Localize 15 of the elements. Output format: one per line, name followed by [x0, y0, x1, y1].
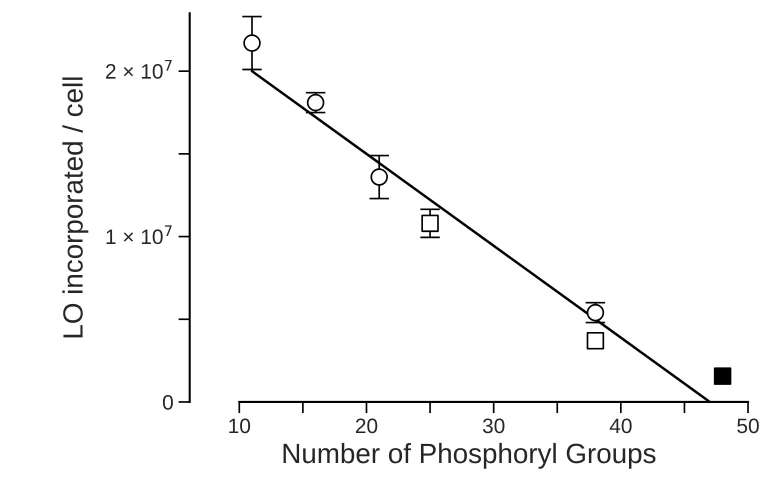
- y-tick-label: 0: [162, 394, 173, 410]
- x-tick-label: 30: [482, 418, 504, 434]
- point: [370, 168, 388, 186]
- point: [586, 332, 604, 350]
- point: [421, 214, 439, 232]
- y-tick-label: 1 × 10$^{7}$: [106, 225, 172, 244]
- point: [243, 34, 261, 52]
- y-axis-title: LO incorporated / cell: [62, 77, 88, 338]
- x-tick-label: 20: [356, 418, 378, 434]
- x-tick-label: 50: [737, 418, 759, 434]
- x-axis-title: Number of Phosphoryl Groups: [284, 442, 656, 469]
- y-tick-label: 2 × 10$^{7}$: [106, 60, 172, 79]
- x-tick-label: 10: [229, 418, 250, 434]
- x-tick-label: 40: [610, 418, 632, 434]
- point: [714, 367, 732, 385]
